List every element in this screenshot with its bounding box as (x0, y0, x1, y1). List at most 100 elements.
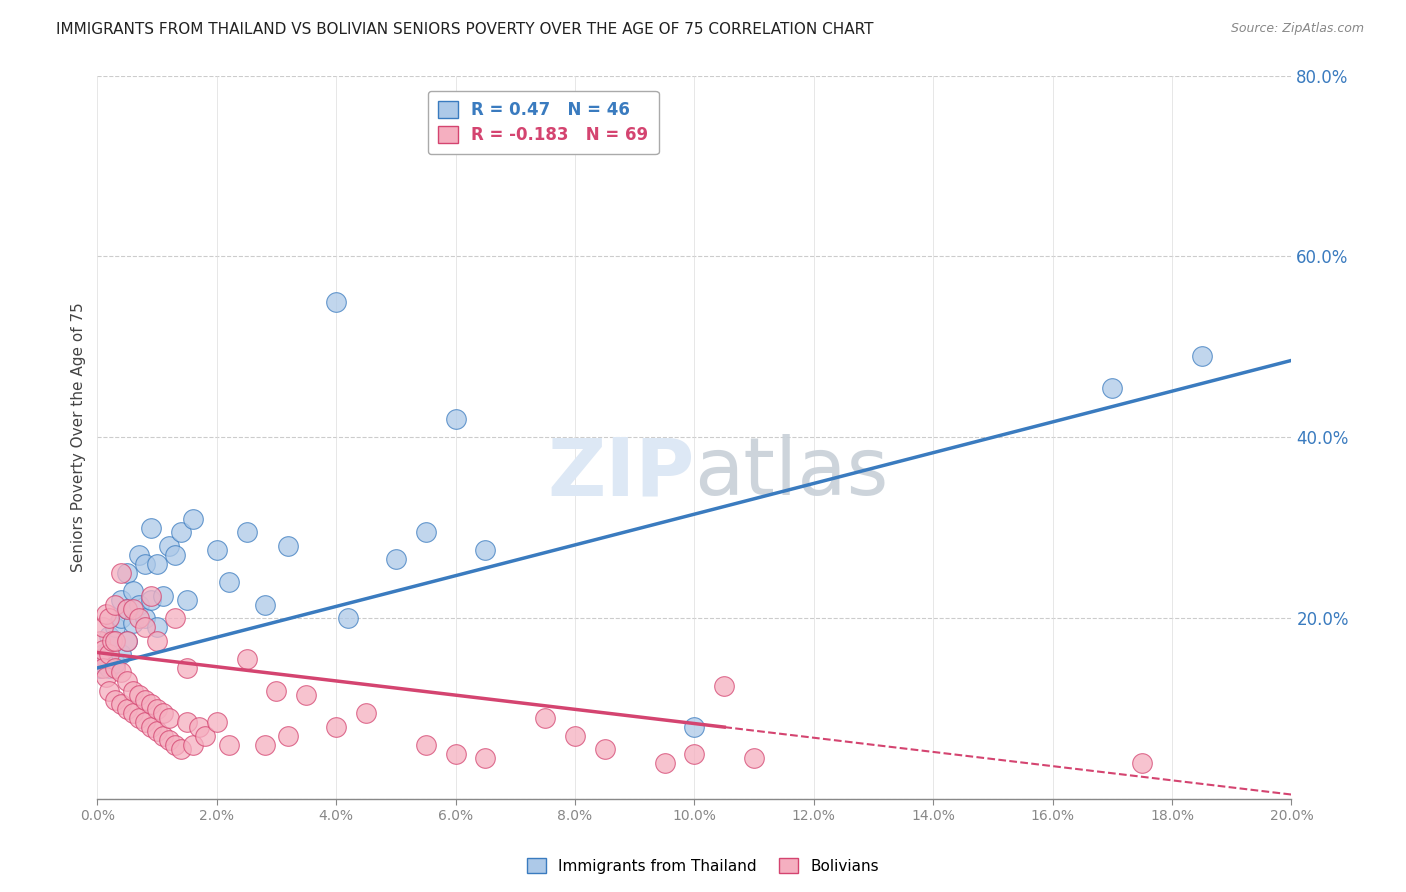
Point (98, 611, 121, 625)
Point (1130, 756, 1153, 770)
Point (146, 701, 169, 715)
Legend: R = 0.47   N = 46, R = -0.183   N = 69: R = 0.47 N = 46, R = -0.183 N = 69 (427, 91, 658, 154)
Point (115, 602, 138, 616)
Point (157, 711, 180, 725)
Text: Source: ZipAtlas.com: Source: ZipAtlas.com (1230, 22, 1364, 36)
Point (122, 584, 145, 599)
Point (146, 620, 169, 634)
Point (181, 511, 204, 525)
Point (98, 643, 121, 657)
Point (337, 611, 360, 625)
Point (593, 742, 616, 756)
Point (139, 589, 162, 603)
Point (176, 593, 198, 607)
Point (146, 724, 169, 739)
Point (235, 525, 257, 540)
Point (115, 674, 138, 689)
Point (444, 412, 467, 426)
Point (415, 525, 437, 540)
Point (98, 648, 121, 662)
Point (101, 633, 124, 648)
Point (157, 539, 180, 553)
Point (713, 679, 735, 693)
Y-axis label: Seniors Poverty Over the Age of 75: Seniors Poverty Over the Age of 75 (72, 302, 86, 572)
Point (128, 548, 150, 562)
Point (139, 720, 162, 734)
Point (152, 589, 174, 603)
Point (104, 692, 127, 706)
Point (98, 683, 121, 698)
Point (277, 729, 299, 743)
Point (146, 633, 169, 648)
Point (134, 620, 156, 634)
Point (115, 633, 138, 648)
Point (110, 648, 132, 662)
Point (134, 715, 156, 730)
Point (170, 525, 193, 540)
Point (325, 720, 347, 734)
Point (91, 657, 114, 671)
Point (385, 552, 408, 566)
Point (205, 543, 228, 558)
Point (115, 633, 138, 648)
Point (163, 738, 186, 752)
Point (325, 294, 347, 309)
Point (146, 557, 169, 571)
Point (91, 661, 114, 675)
Point (654, 756, 676, 770)
Legend: Immigrants from Thailand, Bolivians: Immigrants from Thailand, Bolivians (522, 852, 884, 880)
Point (110, 665, 132, 680)
Point (122, 615, 145, 630)
Point (474, 543, 496, 558)
Point (104, 598, 127, 612)
Point (1101, 380, 1123, 394)
Point (218, 738, 240, 752)
Point (115, 602, 138, 616)
Point (163, 548, 186, 562)
Point (139, 697, 162, 711)
Point (139, 521, 162, 535)
Text: atlas: atlas (695, 434, 889, 513)
Point (205, 715, 228, 730)
Point (104, 657, 127, 671)
Point (96, 607, 118, 621)
Point (128, 598, 150, 612)
Point (122, 706, 145, 720)
Text: ZIP: ZIP (547, 434, 695, 513)
Point (354, 706, 377, 720)
Point (115, 566, 138, 580)
Point (170, 742, 193, 756)
Point (683, 747, 706, 761)
Point (91, 620, 114, 634)
Point (122, 602, 145, 616)
Point (157, 733, 180, 747)
Point (96, 652, 118, 666)
Point (266, 683, 288, 698)
Point (534, 711, 557, 725)
Point (415, 738, 437, 752)
Point (235, 652, 257, 666)
Point (89, 652, 111, 666)
Point (444, 747, 467, 761)
Point (277, 539, 299, 553)
Point (91, 643, 114, 657)
Point (89, 633, 111, 648)
Point (295, 688, 318, 702)
Point (104, 661, 127, 675)
Point (176, 715, 198, 730)
Point (98, 629, 121, 643)
Point (96, 670, 118, 684)
Point (134, 611, 156, 625)
Point (122, 683, 145, 698)
Point (1191, 349, 1213, 363)
Point (110, 566, 132, 580)
Point (152, 706, 174, 720)
Point (474, 751, 496, 765)
Point (110, 697, 132, 711)
Point (194, 729, 217, 743)
Point (128, 711, 150, 725)
Point (253, 598, 276, 612)
Point (218, 574, 240, 589)
Point (139, 593, 162, 607)
Point (128, 688, 150, 702)
